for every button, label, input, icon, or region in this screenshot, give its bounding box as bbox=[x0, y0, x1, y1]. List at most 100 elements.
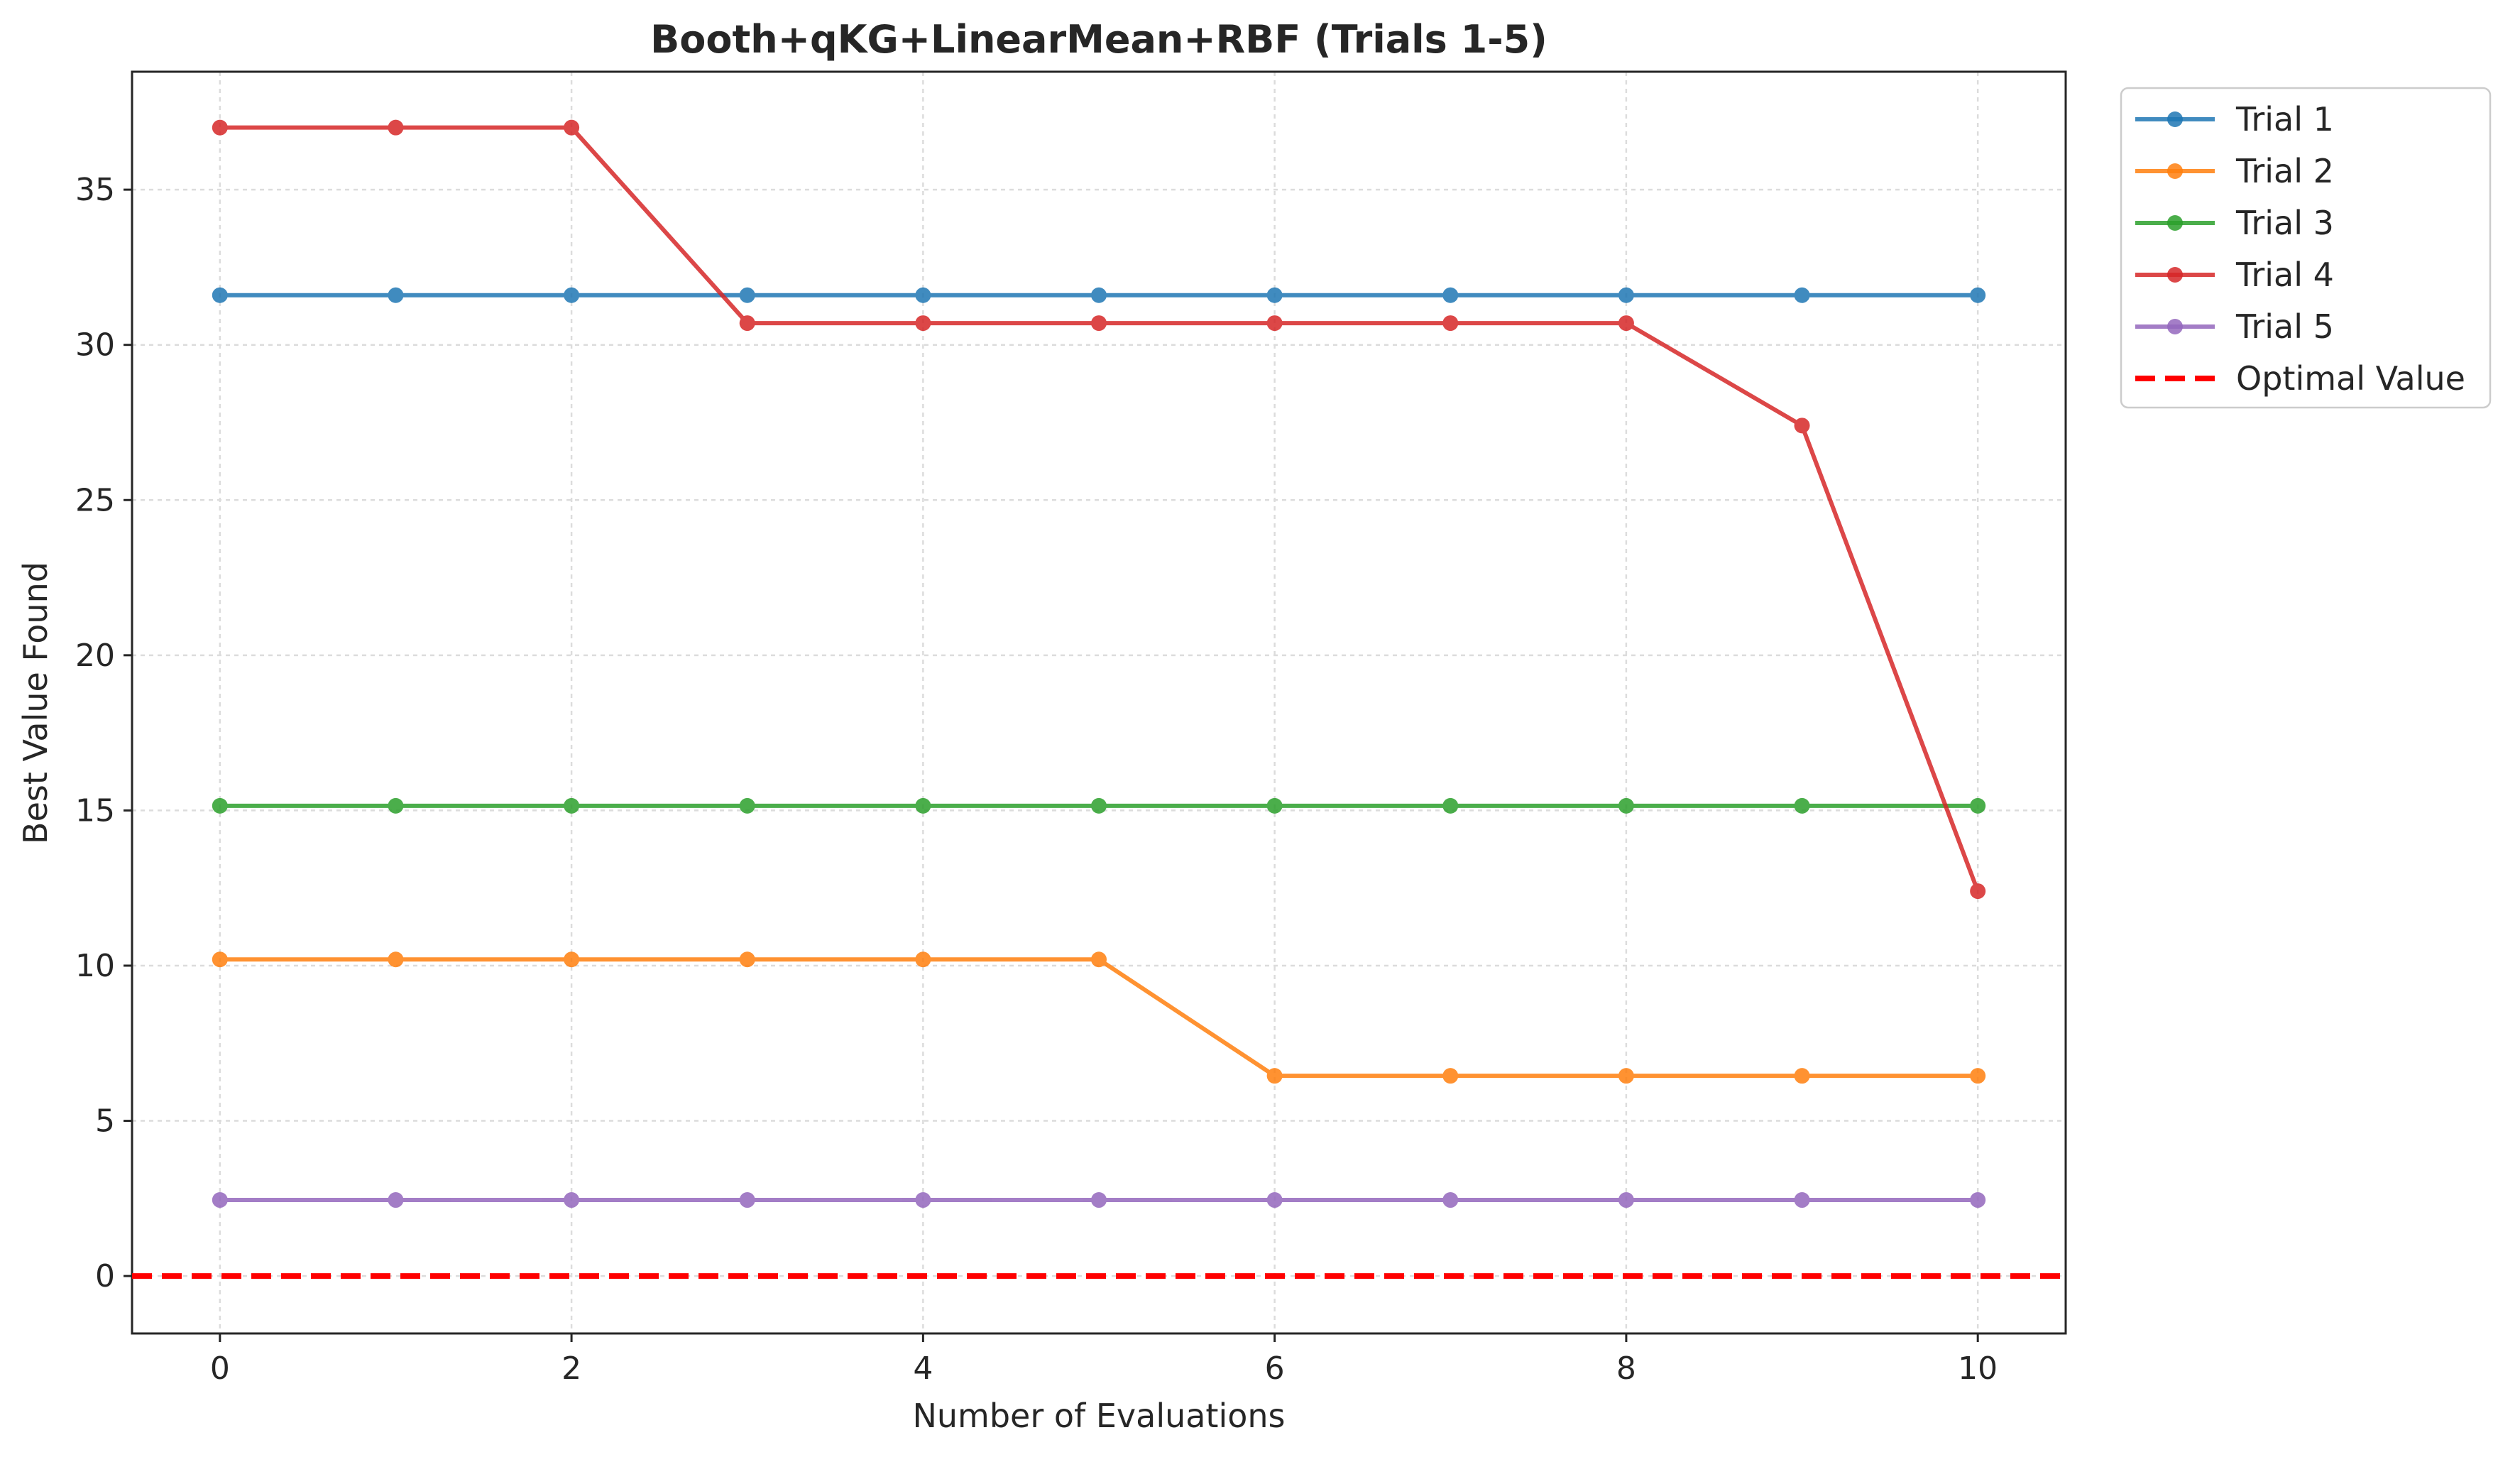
data-point bbox=[212, 119, 228, 136]
data-point bbox=[388, 287, 404, 303]
data-point bbox=[1091, 951, 1107, 968]
data-point bbox=[1091, 797, 1107, 814]
data-point bbox=[1442, 1068, 1459, 1084]
y-tick-label: 30 bbox=[75, 327, 115, 364]
legend-marker bbox=[2167, 163, 2183, 179]
x-tick-label: 6 bbox=[1265, 1350, 1285, 1387]
data-point bbox=[212, 951, 228, 968]
series-trial-5 bbox=[212, 1192, 1986, 1208]
legend-marker bbox=[2167, 111, 2183, 127]
y-tick-label: 35 bbox=[75, 172, 115, 208]
legend-marker bbox=[2167, 267, 2183, 283]
data-point bbox=[739, 315, 755, 332]
legend-entry: Trial 3 bbox=[2135, 204, 2334, 242]
data-point bbox=[564, 287, 580, 303]
data-point bbox=[388, 951, 404, 968]
data-point bbox=[739, 951, 755, 968]
data-point bbox=[1970, 883, 1986, 900]
y-axis-label: Best Value Found bbox=[16, 562, 55, 844]
legend-label: Trial 2 bbox=[2235, 152, 2334, 190]
data-point bbox=[212, 287, 228, 303]
legend-label: Trial 1 bbox=[2235, 100, 2334, 138]
data-point bbox=[1442, 315, 1459, 332]
data-point bbox=[739, 287, 755, 303]
y-tick-label: 20 bbox=[75, 638, 115, 674]
legend: Trial 1 Trial 2 Trial 3 Trial 4 Trial 5 Optim… bbox=[2120, 87, 2492, 409]
y-axis-ticks: 0 5 10 15 20 25 30 35 bbox=[75, 172, 132, 1294]
data-point bbox=[1794, 1192, 1810, 1208]
data-point bbox=[915, 315, 931, 332]
legend-marker bbox=[2167, 215, 2183, 231]
x-axis-label: Number of Evaluations bbox=[912, 1397, 1285, 1435]
series-trial-1 bbox=[212, 287, 1986, 303]
legend-entry: Trial 5 bbox=[2135, 307, 2334, 346]
data-point bbox=[915, 797, 931, 814]
y-tick-label: 15 bbox=[75, 792, 115, 829]
data-point bbox=[1618, 1068, 1634, 1084]
data-point bbox=[1970, 1068, 1986, 1084]
data-point bbox=[739, 797, 755, 814]
data-point bbox=[915, 287, 931, 303]
y-tick-label: 25 bbox=[75, 482, 115, 518]
data-point bbox=[1091, 287, 1107, 303]
data-point bbox=[1970, 287, 1986, 303]
data-point bbox=[564, 951, 580, 968]
data-point bbox=[212, 1192, 228, 1208]
series-trial-4 bbox=[212, 119, 1986, 900]
data-point bbox=[915, 1192, 931, 1208]
data-point bbox=[1266, 315, 1283, 332]
x-tick-label: 0 bbox=[210, 1350, 230, 1387]
data-point bbox=[1091, 1192, 1107, 1208]
data-point bbox=[1970, 797, 1986, 814]
data-point bbox=[1442, 797, 1459, 814]
data-point bbox=[1794, 1068, 1810, 1084]
series-group bbox=[212, 119, 1986, 1208]
data-point bbox=[388, 119, 404, 136]
data-point bbox=[1618, 797, 1634, 814]
x-tick-label: 4 bbox=[913, 1350, 933, 1387]
data-point bbox=[1266, 797, 1283, 814]
series-trial-2 bbox=[212, 951, 1986, 1084]
data-point bbox=[1618, 315, 1634, 332]
data-point bbox=[1794, 418, 1810, 434]
data-point bbox=[388, 797, 404, 814]
y-tick-label: 10 bbox=[75, 948, 115, 984]
x-tick-label: 10 bbox=[1958, 1350, 1998, 1387]
data-point bbox=[1618, 1192, 1634, 1208]
data-point bbox=[1970, 1192, 1986, 1208]
data-point bbox=[1442, 1192, 1459, 1208]
x-tick-label: 8 bbox=[1616, 1350, 1636, 1387]
series-trial-3 bbox=[212, 797, 1986, 814]
legend-label: Trial 3 bbox=[2235, 204, 2334, 242]
data-point bbox=[1266, 287, 1283, 303]
plot-area bbox=[131, 70, 2067, 1335]
y-tick-label: 0 bbox=[95, 1258, 115, 1294]
data-point bbox=[915, 951, 931, 968]
data-point bbox=[1266, 1192, 1283, 1208]
y-tick-label: 5 bbox=[95, 1103, 115, 1140]
data-point bbox=[564, 1192, 580, 1208]
data-point bbox=[388, 1192, 404, 1208]
data-point bbox=[564, 119, 580, 136]
x-tick-label: 2 bbox=[561, 1350, 581, 1387]
legend-entry: Trial 4 bbox=[2135, 256, 2334, 294]
data-point bbox=[1442, 287, 1459, 303]
legend-marker bbox=[2167, 319, 2183, 334]
data-point bbox=[1794, 797, 1810, 814]
legend-entry: Optimal Value bbox=[2135, 359, 2465, 398]
series-line bbox=[219, 125, 1980, 893]
series-line bbox=[219, 957, 1978, 1079]
data-point bbox=[1091, 315, 1107, 332]
data-point bbox=[1618, 287, 1634, 303]
legend-entry: Trial 2 bbox=[2135, 152, 2334, 190]
chart-title: Booth+qKG+LinearMean+RBF (Trials 1-5) bbox=[650, 17, 1547, 62]
data-point bbox=[212, 797, 228, 814]
legend-label: Trial 4 bbox=[2235, 256, 2334, 294]
data-point bbox=[1794, 287, 1810, 303]
data-point bbox=[739, 1192, 755, 1208]
legend-label: Optimal Value bbox=[2236, 359, 2465, 398]
x-axis-ticks: 0 2 4 6 8 10 bbox=[210, 1333, 1998, 1387]
data-point bbox=[1266, 1068, 1283, 1084]
legend-entry: Trial 1 bbox=[2135, 100, 2334, 138]
